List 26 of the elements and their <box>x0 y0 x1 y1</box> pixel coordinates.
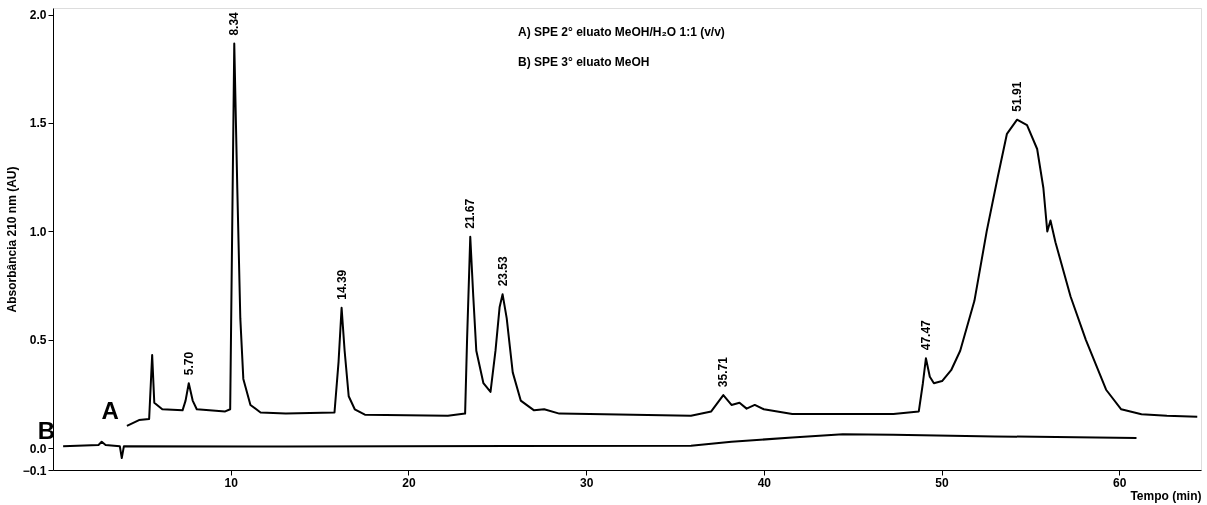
annotation: 14.39 <box>334 269 349 300</box>
annotation: A) SPE 2° eluato MeOH/H₂O 1:1 (v/v) <box>518 25 725 39</box>
annotation: 47.47 <box>918 319 933 351</box>
x-tick-label: 20 <box>402 475 416 490</box>
x-tick-label: 40 <box>757 475 772 490</box>
y-axis-title: Absorbância 210 nm (AU) <box>4 166 19 313</box>
y-tick-label: 2.0 <box>29 8 47 23</box>
x-tick-label: 50 <box>935 475 950 490</box>
annotation: 21.67 <box>463 198 478 229</box>
y-tick-label: −0.1 <box>22 463 47 478</box>
x-tick-label: 10 <box>224 475 239 490</box>
series-label: A <box>101 396 119 424</box>
line-series <box>62 433 1138 460</box>
y-tick-label: 0.5 <box>29 333 47 348</box>
annotation: 35.71 <box>716 356 731 388</box>
line-series <box>125 42 1199 427</box>
y-tick-label: 1.0 <box>29 224 47 239</box>
y-tick-label: 1.5 <box>29 116 47 131</box>
annotation: 23.53 <box>495 255 510 287</box>
annotation: 5.70 <box>181 351 196 376</box>
annotation: B) SPE 3° eluato MeOH <box>518 55 650 69</box>
x-axis-title: Tempo (min) <box>1130 488 1202 503</box>
x-tick-label: 60 <box>1113 475 1127 490</box>
annotation: 8.34 <box>227 11 242 36</box>
x-tick-label: 30 <box>579 475 594 490</box>
annotation: 51.91 <box>1010 81 1025 112</box>
